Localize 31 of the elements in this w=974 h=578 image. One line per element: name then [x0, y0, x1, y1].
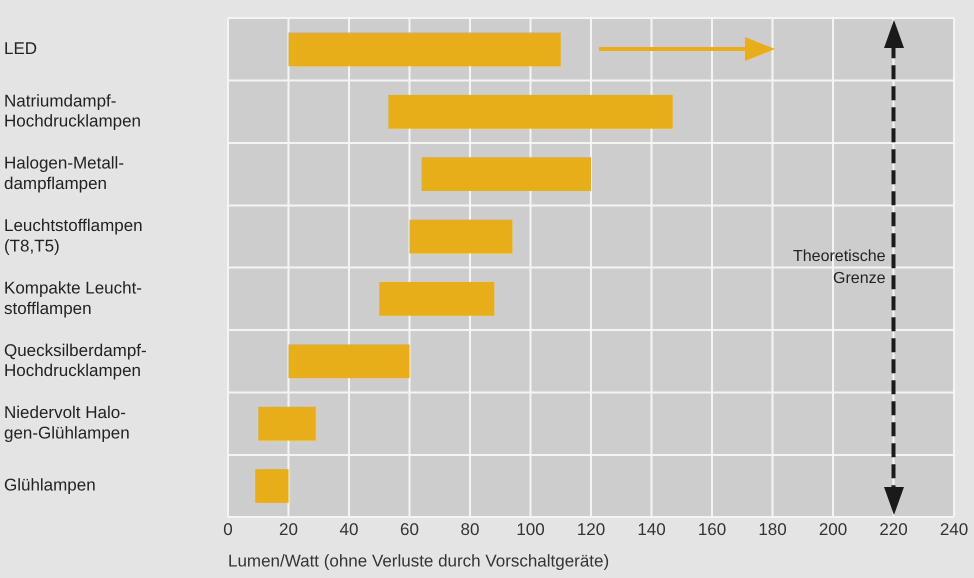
- x-axis-title: Lumen/Watt (ohne Verluste durch Vorschaltgeräte): [228, 551, 610, 570]
- ref-line-label: Theoretische Grenze: [793, 248, 886, 288]
- y-tick-label: Leuchtstofflampen (T8,T5): [4, 216, 143, 256]
- y-tick-label: LED: [4, 39, 38, 58]
- bar: [288, 344, 410, 378]
- y-tick-label: Quecksilberdampf- Hochdrucklampen: [4, 340, 147, 380]
- bar: [255, 469, 288, 503]
- y-tick-label: Halogen-Metall- dampflampen: [4, 154, 124, 194]
- x-tick-label: 240: [940, 520, 968, 540]
- bar: [258, 406, 316, 440]
- x-tick-label: 0: [223, 520, 233, 540]
- bar: [288, 32, 561, 66]
- y-tick-label: Niedervolt Halo- gen-Glühlampen: [4, 403, 130, 443]
- x-tick-label: 80: [460, 520, 480, 540]
- bar: [422, 157, 591, 191]
- x-tick-label: 200: [818, 520, 848, 540]
- bar: [379, 282, 494, 316]
- x-tick-label: 220: [879, 520, 908, 540]
- x-tick-label: 160: [698, 520, 726, 540]
- x-tick-label: 140: [637, 520, 666, 540]
- x-tick-label: 20: [279, 520, 298, 540]
- bar: [410, 220, 512, 254]
- y-tick-label: Kompakte Leucht- stofflampen: [4, 278, 142, 318]
- x-tick-label: 180: [758, 520, 787, 540]
- y-tick-label: Glühlampen: [4, 476, 96, 495]
- x-tick-label: 100: [516, 520, 545, 540]
- x-tick-label: 60: [400, 520, 419, 540]
- y-tick-label: Natriumdampf- Hochdrucklampen: [4, 91, 142, 131]
- bar: [388, 94, 673, 129]
- x-tick-label: 40: [340, 520, 358, 540]
- x-tick-label: 120: [576, 520, 606, 540]
